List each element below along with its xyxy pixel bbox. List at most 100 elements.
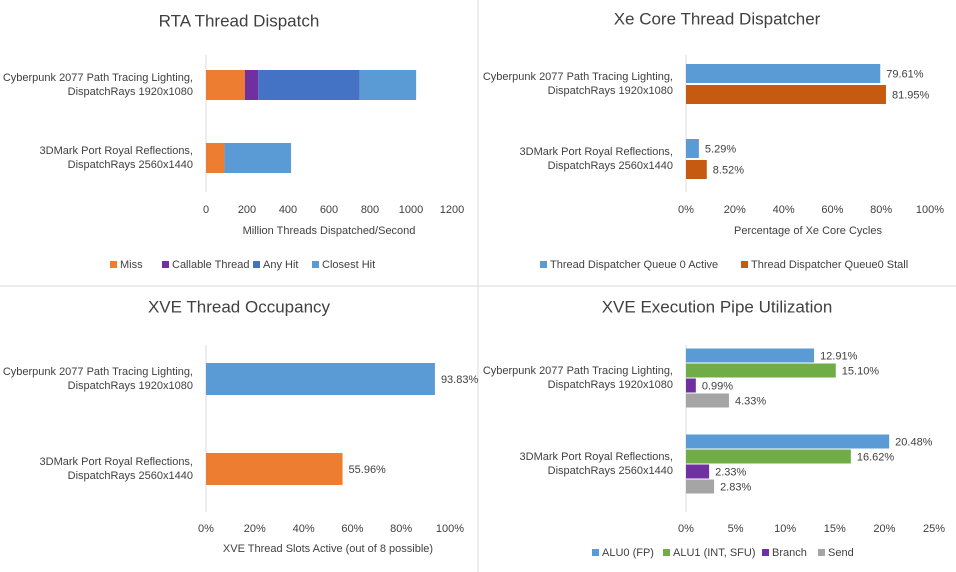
- bar: [686, 434, 890, 449]
- category-label-line2: DispatchRays 2560x1440: [68, 159, 193, 171]
- category-label-line1: 3DMark Port Royal Reflections,: [40, 456, 193, 468]
- bar: [686, 378, 696, 393]
- x-tick-label: 0: [203, 204, 209, 216]
- bar: [686, 449, 851, 464]
- x-tick-label: 600: [320, 204, 338, 216]
- bar: [686, 393, 729, 408]
- data-label: 81.95%: [892, 89, 930, 101]
- x-tick-label: 60%: [821, 204, 843, 216]
- x-tick-label: 15%: [824, 523, 846, 535]
- x-tick-label: 100%: [436, 523, 464, 535]
- category-label-line1: Cyberpunk 2077 Path Tracing Lighting,: [3, 72, 193, 84]
- legend-swatch: [253, 261, 260, 268]
- category-label-line2: DispatchRays 1920x1080: [68, 86, 193, 98]
- legend-label: ALU0 (FP): [602, 547, 654, 559]
- chart-title: Xe Core Thread Dispatcher: [614, 9, 821, 28]
- bar: [686, 363, 836, 378]
- legend-swatch: [312, 261, 319, 268]
- legend-swatch: [663, 549, 670, 556]
- data-label: 5.29%: [705, 143, 736, 155]
- category-label-line1: Cyberpunk 2077 Path Tracing Lighting,: [483, 365, 673, 377]
- legend-swatch: [741, 261, 748, 268]
- chart-title: RTA Thread Dispatch: [159, 11, 320, 30]
- bar: [686, 139, 699, 158]
- chart-panel-2: Xe Core Thread Dispatcher 0% 20% 40% 60% 80% 1…: [483, 9, 944, 270]
- x-tick-label: 800: [361, 204, 379, 216]
- x-tick-label: 20%: [724, 204, 746, 216]
- legend-label: Send: [828, 547, 854, 559]
- x-axis-title: Million Threads Dispatched/Second: [243, 225, 416, 237]
- category-label-line2: DispatchRays 2560x1440: [548, 465, 673, 477]
- bar-segment-closest-hit: [224, 143, 292, 173]
- bar: [686, 64, 881, 83]
- bar-segment-miss: [206, 143, 225, 173]
- x-tick-label: 40%: [773, 204, 795, 216]
- x-tick-label: 0%: [678, 523, 694, 535]
- x-tick-label: 100%: [916, 204, 944, 216]
- category-label-line2: DispatchRays 2560x1440: [68, 470, 193, 482]
- bar: [686, 464, 710, 479]
- x-tick-label: 40%: [293, 523, 315, 535]
- legend-label: Miss: [120, 259, 143, 271]
- legend-swatch: [110, 261, 117, 268]
- x-tick-label: 5%: [728, 523, 744, 535]
- legend-swatch: [818, 549, 825, 556]
- bar-segment-miss: [206, 70, 245, 100]
- category-label-line2: DispatchRays 1920x1080: [68, 380, 193, 392]
- bar-segment-callable-thread: [244, 70, 259, 100]
- data-label: 8.52%: [713, 164, 744, 176]
- category-label-line1: Cyberpunk 2077 Path Tracing Lighting,: [3, 366, 193, 378]
- legend-label: Closest Hit: [322, 259, 375, 271]
- x-tick-label: 200: [238, 204, 256, 216]
- x-tick-label: 60%: [341, 523, 363, 535]
- x-tick-label: 0%: [678, 204, 694, 216]
- legend-swatch: [540, 261, 547, 268]
- bar-segment-closest-hit: [359, 70, 417, 100]
- chart-title: XVE Execution Pipe Utilization: [602, 297, 833, 316]
- legend-swatch: [762, 549, 769, 556]
- bar: [206, 363, 435, 395]
- legend-label: ALU1 (INT, SFU): [673, 547, 756, 559]
- legend-swatch: [162, 261, 169, 268]
- legend-label: Branch: [772, 547, 807, 559]
- data-label: 15.10%: [842, 365, 880, 377]
- data-label: 55.96%: [349, 464, 387, 476]
- chart-panel-3: XVE Thread Occupancy 0% 20% 40% 60% 80% 100%XV…: [3, 297, 479, 554]
- data-label: 2.33%: [715, 466, 746, 478]
- x-axis-title: Percentage of Xe Core Cycles: [734, 225, 882, 237]
- data-label: 20.48%: [895, 436, 933, 448]
- legend-label: Any Hit: [263, 259, 298, 271]
- chart-title: XVE Thread Occupancy: [148, 297, 331, 316]
- chart-panel-1: RTA Thread Dispatch 0 200 400 600 800 1000 1200…: [3, 11, 464, 270]
- x-tick-label: 80%: [390, 523, 412, 535]
- legend-label: Thread Dispatcher Queue0 Stall: [751, 259, 908, 271]
- x-tick-label: 20%: [244, 523, 266, 535]
- chart-panel-4: XVE Execution Pipe Utilization 0% 5% 10% 15%…: [483, 297, 945, 558]
- data-label: 2.83%: [720, 481, 751, 493]
- bar-segment-any-hit: [258, 70, 360, 100]
- x-tick-label: 1200: [440, 204, 464, 216]
- data-label: 0.99%: [702, 380, 733, 392]
- category-label-line1: Cyberpunk 2077 Path Tracing Lighting,: [483, 71, 673, 83]
- data-label: 93.83%: [441, 374, 479, 386]
- category-label-line1: 3DMark Port Royal Reflections,: [40, 145, 193, 157]
- category-label-line1: 3DMark Port Royal Reflections,: [520, 146, 673, 158]
- data-label: 4.33%: [735, 395, 766, 407]
- legend-label: Thread Dispatcher Queue 0 Active: [550, 259, 718, 271]
- legend-label: Callable Thread: [172, 259, 249, 271]
- x-tick-label: 10%: [774, 523, 796, 535]
- bar: [206, 453, 343, 485]
- category-label-line2: DispatchRays 1920x1080: [548, 85, 673, 97]
- category-label-line1: 3DMark Port Royal Reflections,: [520, 451, 673, 463]
- bar: [686, 348, 815, 363]
- x-tick-label: 20%: [873, 523, 895, 535]
- x-tick-label: 0%: [198, 523, 214, 535]
- data-label: 12.91%: [820, 350, 858, 362]
- data-label: 16.62%: [857, 451, 895, 463]
- x-tick-label: 400: [279, 204, 297, 216]
- legend-swatch: [592, 549, 599, 556]
- x-axis-title: XVE Thread Slots Active (out of 8 possib…: [223, 543, 433, 555]
- category-label-line2: DispatchRays 1920x1080: [548, 379, 673, 391]
- data-label: 79.61%: [886, 68, 924, 80]
